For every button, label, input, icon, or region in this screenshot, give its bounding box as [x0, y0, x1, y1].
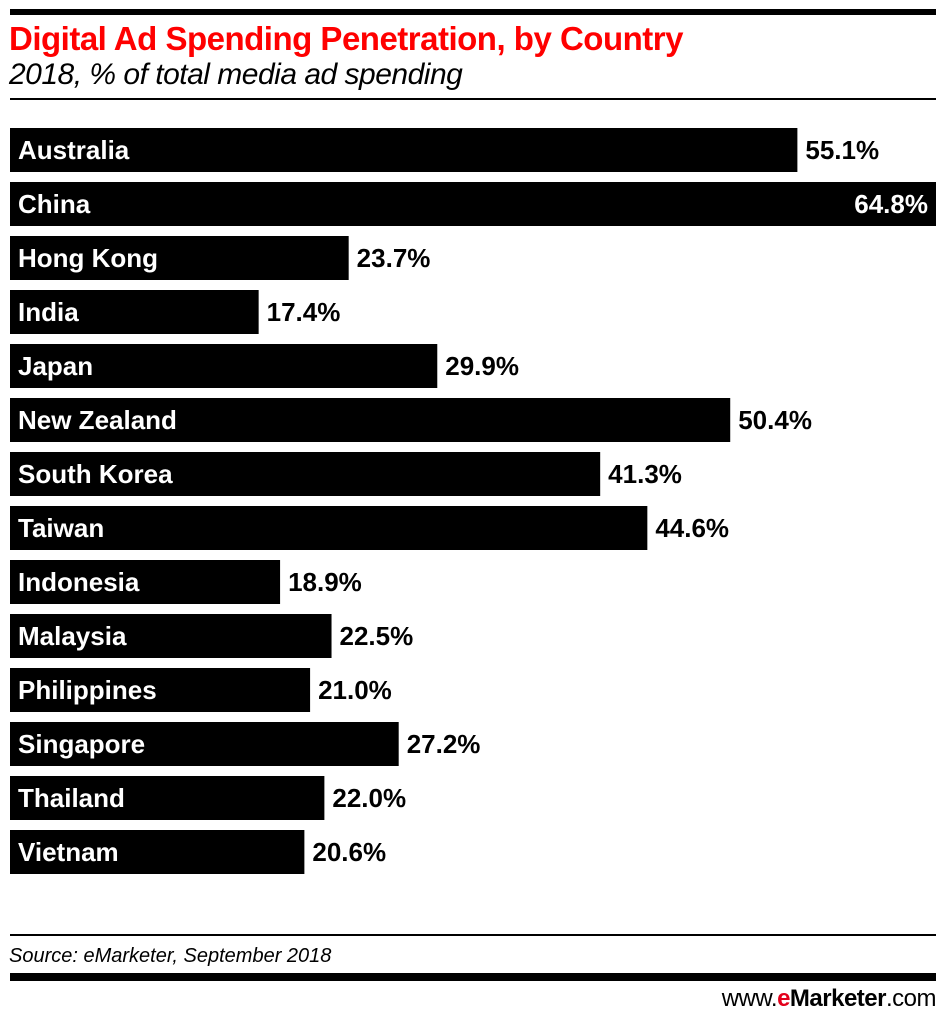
value-label: 23.7% — [357, 243, 431, 273]
bar-philippines — [10, 668, 311, 712]
bar-thailand — [10, 776, 325, 820]
site-suffix: .com — [885, 985, 937, 1012]
bar-japan — [10, 344, 438, 388]
bar-indonesia — [10, 560, 281, 604]
footer-thick-rule — [10, 973, 936, 981]
category-label: Vietnam — [18, 837, 119, 867]
value-label: 50.4% — [738, 405, 812, 435]
bar-china — [10, 182, 936, 226]
bar-india — [10, 290, 259, 334]
category-label: South Korea — [18, 459, 173, 489]
category-label: Indonesia — [18, 567, 140, 597]
category-label: New Zealand — [18, 405, 177, 435]
bar-new-zealand — [10, 398, 731, 442]
value-label: 29.9% — [445, 351, 519, 381]
value-label: 22.0% — [332, 783, 406, 813]
chart-subtitle: 2018, % of total media ad spending — [9, 58, 463, 91]
site-brand: Marketer — [789, 985, 887, 1012]
header-rule — [10, 98, 936, 100]
value-label: 64.8% — [854, 189, 928, 219]
bar-malaysia — [10, 614, 332, 658]
site-logo: www.eMarketer.com — [721, 985, 937, 1013]
category-label: Philippines — [18, 675, 157, 705]
footer-rule — [10, 934, 936, 936]
bar-singapore — [10, 722, 399, 766]
category-label: Japan — [18, 351, 93, 381]
bar-vietnam — [10, 830, 305, 874]
category-label: Australia — [18, 135, 130, 165]
site-e: e — [777, 985, 790, 1012]
chart-title: Digital Ad Spending Penetration, by Coun… — [9, 20, 683, 57]
bar-australia — [10, 128, 798, 172]
bar-south-korea — [10, 452, 601, 496]
value-label: 27.2% — [407, 729, 481, 759]
bar-taiwan — [10, 506, 648, 550]
category-label: China — [18, 189, 91, 219]
value-label: 21.0% — [318, 675, 392, 705]
value-label: 44.6% — [655, 513, 729, 543]
value-label: 41.3% — [608, 459, 682, 489]
category-label: Malaysia — [18, 621, 127, 651]
value-label: 22.5% — [340, 621, 414, 651]
value-label: 17.4% — [267, 297, 341, 327]
top-rule — [10, 9, 936, 15]
category-label: Taiwan — [18, 513, 104, 543]
bar-hong-kong — [10, 236, 349, 280]
value-label: 20.6% — [312, 837, 386, 867]
value-label: 55.1% — [805, 135, 879, 165]
category-label: India — [18, 297, 79, 327]
category-label: Thailand — [18, 783, 125, 813]
source-note: Source: eMarketer, September 2018 — [9, 945, 332, 967]
value-label: 18.9% — [288, 567, 362, 597]
category-label: Hong Kong — [18, 243, 158, 273]
site-prefix: www. — [721, 985, 778, 1012]
category-label: Singapore — [18, 729, 145, 759]
